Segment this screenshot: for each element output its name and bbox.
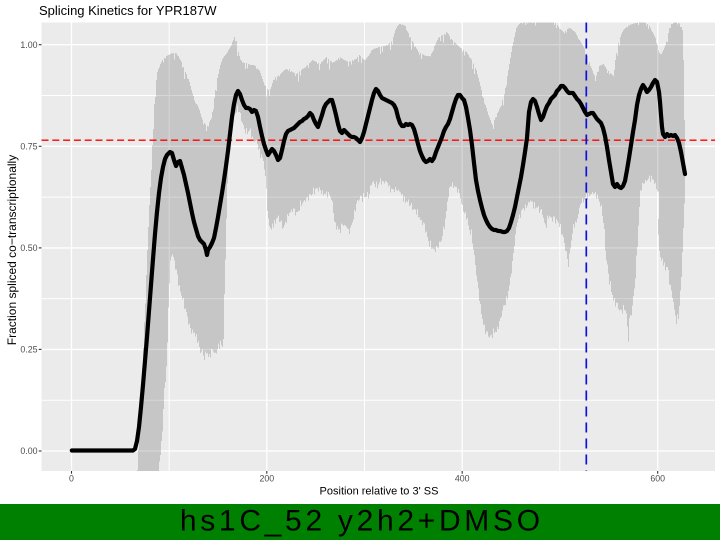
svg-text:Fraction spliced co−transcript: Fraction spliced co−transcriptionally	[5, 155, 19, 345]
svg-text:0.50: 0.50	[20, 243, 37, 253]
svg-text:0.25: 0.25	[20, 345, 37, 355]
svg-text:Position relative to 3' SS: Position relative to 3' SS	[320, 486, 439, 498]
svg-text:600: 600	[650, 474, 665, 484]
svg-text:0: 0	[69, 474, 74, 484]
svg-text:Splicing Kinetics for YPR187W: Splicing Kinetics for YPR187W	[39, 3, 217, 18]
svg-text:hs1C_52 y2h2+DMSO: hs1C_52 y2h2+DMSO	[180, 505, 544, 538]
svg-text:1.00: 1.00	[20, 40, 37, 50]
svg-text:400: 400	[455, 474, 470, 484]
svg-text:200: 200	[259, 474, 274, 484]
svg-text:0.75: 0.75	[20, 141, 37, 151]
svg-text:0.00: 0.00	[20, 446, 37, 456]
